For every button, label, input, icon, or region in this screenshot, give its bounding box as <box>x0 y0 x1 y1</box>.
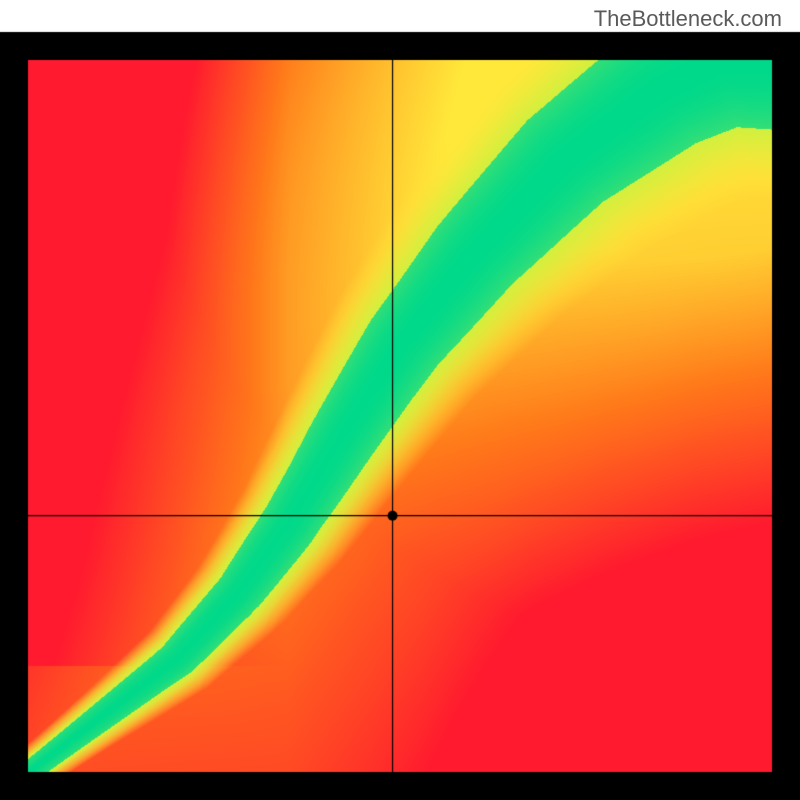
watermark-text: TheBottleneck.com <box>594 6 782 32</box>
bottleneck-heatmap <box>0 0 800 800</box>
